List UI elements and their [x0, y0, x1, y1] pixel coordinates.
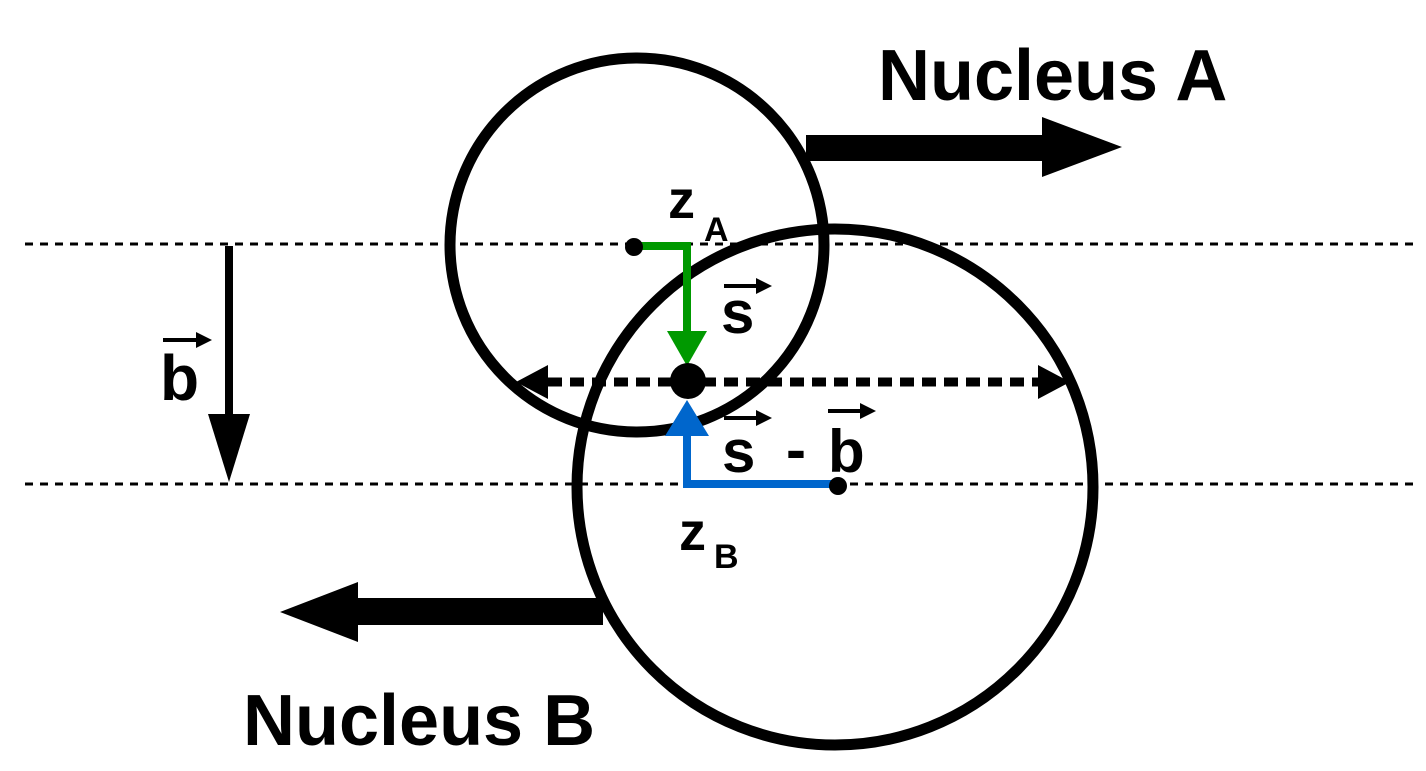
nucleus-a-center-dot [625, 238, 643, 256]
nucleus-a-label: Nucleus A [878, 36, 1227, 116]
nucleus-b-center-dot [829, 477, 847, 495]
vector-s-minus-b-b-text: b [828, 418, 865, 485]
vector-b-label: b [160, 332, 212, 414]
overlap-double-arrow [516, 365, 1070, 399]
nucleus-a-motion-arrow [806, 117, 1122, 177]
z-a-subscript: A [704, 211, 729, 249]
nucleus-b-circle [571, 223, 1099, 751]
z-a-label: z [668, 170, 695, 230]
vector-s-label: s [721, 278, 772, 346]
nucleus-a-circle [444, 52, 830, 438]
vector-s-arrow [635, 242, 707, 366]
nucleus-b-label: Nucleus B [243, 681, 595, 761]
z-b-label: z [679, 502, 706, 562]
collision-point-dot [670, 363, 706, 399]
vector-s-minus-b-s-text: s [722, 418, 755, 485]
vector-s-minus-b-operator: - [786, 416, 806, 483]
vector-s-minus-b-label: s - b [722, 403, 876, 485]
impact-parameter-arrow [208, 246, 250, 482]
nucleus-b-motion-arrow [280, 582, 603, 642]
z-b-subscript: B [714, 538, 739, 576]
vector-s-text: s [721, 279, 754, 346]
vector-b-text: b [160, 342, 199, 414]
vector-s-minus-b-arrow [665, 400, 838, 488]
